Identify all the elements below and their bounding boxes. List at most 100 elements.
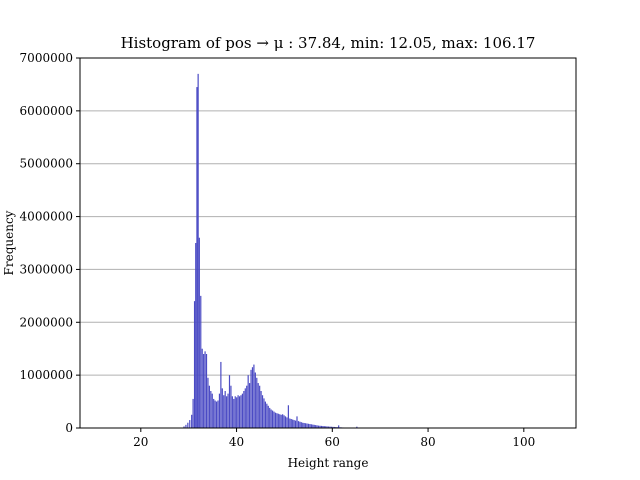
histogram-bar	[191, 414, 193, 428]
histogram-bar	[246, 385, 248, 428]
histogram-bar	[254, 372, 256, 428]
histogram-bar	[300, 422, 302, 428]
histogram-bar	[220, 361, 222, 428]
histogram-bar	[259, 385, 261, 428]
y-tick-label: 2000000	[20, 315, 73, 329]
histogram-bar	[289, 418, 291, 428]
histogram-bar	[316, 425, 318, 428]
histogram-bar	[306, 423, 308, 428]
histogram-bar	[292, 419, 294, 428]
histogram-bar	[315, 425, 317, 428]
plot-area-frame	[79, 57, 577, 429]
y-tick-label: 5000000	[20, 157, 73, 171]
histogram-bar	[208, 385, 210, 428]
histogram-bar	[183, 426, 185, 428]
histogram-bar	[238, 396, 241, 428]
histogram-bar	[211, 393, 213, 428]
histogram-bar	[234, 396, 236, 428]
histogram-bar	[228, 375, 231, 428]
histogram-bar	[279, 414, 281, 428]
histogram-bar	[283, 415, 285, 428]
histogram-bar	[303, 422, 305, 428]
histogram-bar	[205, 354, 208, 428]
histogram-bar	[299, 421, 301, 428]
histogram-bar	[240, 395, 242, 428]
y-tick-label: 3000000	[20, 262, 73, 276]
histogram-bar	[296, 416, 298, 428]
histogram-bar	[200, 295, 202, 428]
histogram-bar	[294, 420, 297, 428]
histogram-bar	[224, 391, 226, 428]
histogram-bar	[236, 397, 238, 428]
histogram-bar	[323, 426, 325, 428]
histogram-bar	[198, 237, 200, 428]
histogram-bar	[270, 409, 272, 428]
histogram-bar	[189, 420, 191, 428]
histogram-bar	[284, 416, 287, 428]
histogram-bar	[263, 398, 265, 428]
x-tick-label: 20	[133, 435, 148, 449]
x-axis-label: Height range	[288, 456, 369, 470]
histogram-bar	[187, 422, 189, 428]
histogram-bar	[214, 400, 216, 428]
histogram-bar	[266, 403, 268, 428]
histogram-bar	[193, 301, 196, 428]
histogram-bar	[253, 364, 255, 428]
histogram-bar	[249, 383, 251, 428]
histogram-bar	[325, 426, 327, 428]
histogram-bar	[201, 348, 203, 428]
histogram-bar	[207, 377, 209, 428]
histogram-bar	[197, 73, 199, 428]
histogram-bar	[356, 426, 358, 428]
histogram-bar	[319, 425, 321, 428]
histogram-bar	[333, 426, 335, 428]
histogram-bar	[305, 423, 307, 428]
histogram-bar	[260, 391, 262, 428]
y-gridlines	[80, 57, 576, 376]
x-tick-label: 60	[325, 435, 340, 449]
histogram-bar	[287, 405, 289, 428]
histogram-bar	[317, 425, 320, 428]
histogram-bar	[293, 420, 295, 428]
histogram-bar	[332, 426, 334, 428]
histogram-bar	[227, 393, 229, 428]
histogram-bar	[264, 401, 266, 428]
histogram-bar	[302, 422, 304, 428]
histogram-bar	[204, 351, 206, 428]
histogram-bar	[280, 414, 282, 428]
y-axis-ticks: 0 1000000 2000000 3000000 4000000 5000000 6000…	[20, 51, 80, 435]
histogram-bar	[251, 367, 254, 428]
histogram-bar	[233, 398, 235, 428]
histogram-bar	[256, 377, 258, 428]
histogram-bar	[290, 419, 292, 428]
chart-title: Histogram of pos → μ : 37.84, min: 12.05…	[121, 34, 536, 52]
y-tick-label: 0	[65, 421, 73, 435]
histogram-bar	[313, 424, 315, 428]
y-tick-label: 6000000	[20, 104, 73, 118]
histogram-bar	[210, 391, 212, 428]
histogram-bar	[267, 405, 269, 428]
histogram-bar	[221, 388, 223, 428]
histogram-bar	[276, 413, 278, 428]
histogram-bar	[241, 393, 244, 428]
histogram-bar	[297, 421, 300, 428]
y-tick-label: 7000000	[20, 51, 73, 65]
x-tick-label: 100	[512, 435, 535, 449]
x-axis-ticks: 20 40 60 80 100	[133, 428, 535, 449]
histogram-bar	[247, 375, 249, 428]
histogram-bar	[330, 426, 333, 428]
histogram-bar	[257, 383, 259, 428]
histogram-bar	[243, 391, 245, 428]
histogram-bar	[226, 396, 228, 428]
histogram-bar	[328, 426, 330, 428]
histogram-bar	[213, 398, 215, 428]
histogram-bar	[312, 424, 314, 428]
histogram-bar	[261, 395, 264, 428]
histogram-bar	[223, 395, 225, 428]
histogram-bar	[320, 425, 323, 428]
y-tick-label: 4000000	[20, 210, 73, 224]
histogram-bar	[307, 423, 310, 428]
histogram-bar	[196, 87, 198, 429]
histogram-bar	[310, 424, 312, 428]
